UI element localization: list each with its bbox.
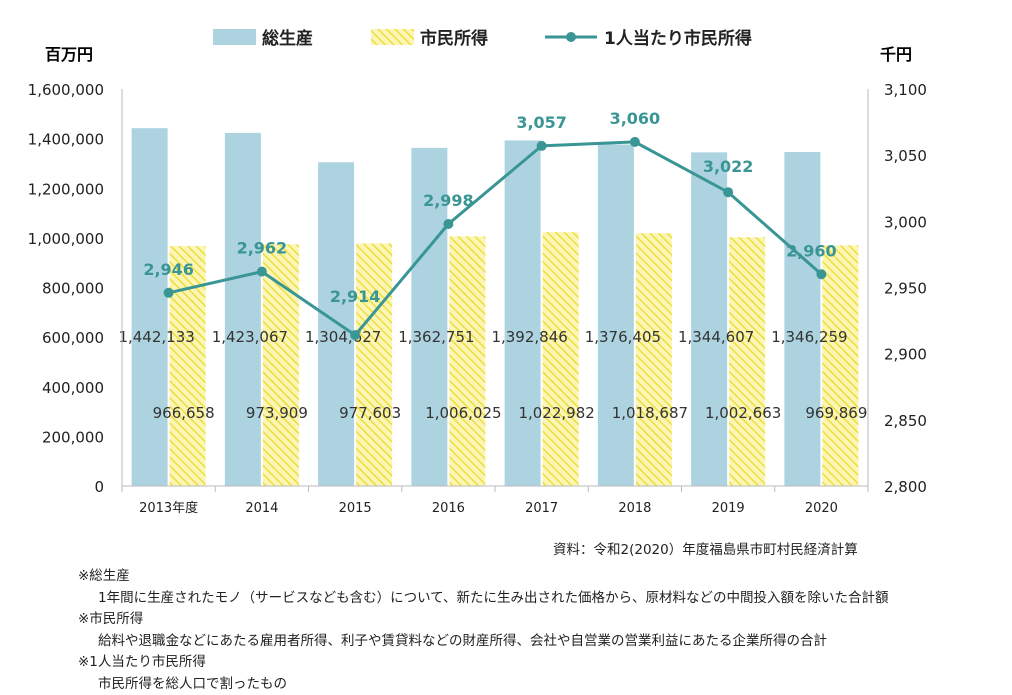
line-point bbox=[537, 141, 547, 151]
bar-citizen-income bbox=[263, 244, 299, 486]
notes: ※総生産 1年間に生産されたモノ（サービスなども含む）について、新たに生み出され… bbox=[78, 566, 889, 695]
bar-gross-production bbox=[691, 152, 727, 486]
note-heading: ※市民所得 bbox=[78, 609, 889, 631]
y-tick-label-right: 2,850 bbox=[884, 412, 927, 430]
line-point bbox=[630, 137, 640, 147]
data-label-citizen-income: 973,909 bbox=[246, 404, 308, 422]
x-tick-label: 2015 bbox=[339, 501, 372, 516]
data-label-gross-production: 1,344,607 bbox=[678, 328, 754, 346]
legend-label-gross-production: 総生産 bbox=[262, 28, 313, 49]
bar-gross-production bbox=[505, 140, 541, 486]
data-label-citizen-income: 1,018,687 bbox=[612, 404, 688, 422]
y-tick-label-left: 1,000,000 bbox=[28, 230, 104, 248]
y-tick-label-right: 3,100 bbox=[884, 81, 927, 99]
line-point bbox=[816, 269, 826, 279]
data-label-per-capita-income: 3,022 bbox=[703, 157, 754, 176]
note-text: 1年間に生産されたモノ（サービスなども含む）について、新たに生み出された価格から… bbox=[78, 588, 889, 610]
data-label-citizen-income: 1,006,025 bbox=[425, 404, 501, 422]
data-label-citizen-income: 966,658 bbox=[153, 404, 215, 422]
data-label-citizen-income: 1,002,663 bbox=[705, 404, 781, 422]
data-label-per-capita-income: 3,057 bbox=[516, 113, 567, 132]
y-tick-label-right: 2,900 bbox=[884, 346, 927, 364]
x-tick-label: 2020 bbox=[805, 501, 838, 516]
legend: 総生産 市民所得 1人当たり市民所得 bbox=[213, 28, 752, 49]
x-axis-categories: 2013年度 2014 2015 2016 2017 2018 2019 2020 bbox=[139, 500, 838, 516]
y-axis-left-ticks: 0 200,000 400,000 600,000 800,000 1,000,000 1,… bbox=[28, 81, 104, 496]
line-point bbox=[257, 267, 267, 277]
note-text: 給料や退職金などにあたる雇用者所得、利子や賃貸料などの財産所得、会社や自営業の営… bbox=[78, 631, 889, 653]
bar-gross-production bbox=[784, 152, 820, 486]
legend-swatch-marker bbox=[566, 32, 576, 42]
y-tick-label-left: 0 bbox=[94, 478, 104, 496]
note-heading: ※総生産 bbox=[78, 566, 889, 588]
data-label-per-capita-income: 2,962 bbox=[237, 239, 288, 258]
y-tick-label-right: 3,000 bbox=[884, 213, 927, 231]
bar-citizen-income bbox=[729, 237, 765, 486]
x-tick-label: 2016 bbox=[432, 501, 465, 516]
bar-gross-production bbox=[225, 133, 261, 486]
y-axis-right-ticks: 2,800 2,850 2,900 2,950 3,000 3,050 3,100 bbox=[884, 81, 927, 496]
legend-label-citizen-income: 市民所得 bbox=[420, 28, 488, 49]
y-tick-label-left: 200,000 bbox=[42, 428, 104, 446]
bar-gross-production bbox=[132, 128, 168, 486]
data-label-per-capita-income: 2,998 bbox=[423, 191, 474, 210]
y-tick-label-right: 2,950 bbox=[884, 280, 927, 298]
data-label-per-capita-income: 2,914 bbox=[330, 287, 381, 306]
data-label-gross-production: 1,346,259 bbox=[771, 328, 847, 346]
data-label-citizen-income: 1,022,982 bbox=[518, 404, 594, 422]
y-tick-label-left: 600,000 bbox=[42, 329, 104, 347]
x-tick-label: 2014 bbox=[245, 501, 278, 516]
source-note: 資料：令和2(2020）年度福島県市町村民経済計算 bbox=[553, 538, 858, 558]
y-axis-right-label: 千円 bbox=[880, 45, 912, 64]
data-label-per-capita-income: 3,060 bbox=[610, 109, 661, 128]
x-tick-label: 2013年度 bbox=[139, 500, 198, 516]
data-label-citizen-income: 969,869 bbox=[805, 404, 867, 422]
x-tick-label: 2017 bbox=[525, 501, 558, 516]
data-label-gross-production: 1,392,846 bbox=[491, 328, 567, 346]
legend-swatch-citizen-income bbox=[371, 29, 414, 45]
y-tick-label-right: 2,800 bbox=[884, 478, 927, 496]
y-tick-label-left: 800,000 bbox=[42, 280, 104, 298]
data-label-gross-production: 1,362,751 bbox=[398, 328, 474, 346]
y-tick-label-left: 1,400,000 bbox=[28, 131, 104, 149]
bar-citizen-income bbox=[449, 236, 485, 486]
legend-label-per-capita-income: 1人当たり市民所得 bbox=[604, 28, 752, 49]
bar-gross-production bbox=[598, 144, 634, 486]
bar-citizen-income bbox=[356, 243, 392, 486]
line-point bbox=[443, 219, 453, 229]
y-tick-label-left: 1,200,000 bbox=[28, 180, 104, 198]
bar-citizen-income bbox=[636, 233, 672, 486]
bars: 1,442,133 966,658 1,423,067 973,909 1,304,62… bbox=[118, 128, 867, 486]
line-point bbox=[350, 330, 360, 340]
data-label-per-capita-income: 2,946 bbox=[143, 260, 194, 279]
bar-citizen-income bbox=[170, 246, 206, 486]
data-label-per-capita-income: 2,960 bbox=[786, 241, 837, 260]
note-heading: ※1人当たり市民所得 bbox=[78, 652, 889, 674]
x-tick-label: 2018 bbox=[618, 501, 651, 516]
note-text: 市民所得を総人口で割ったもの bbox=[78, 674, 889, 695]
y-tick-label-right: 3,050 bbox=[884, 147, 927, 165]
legend-swatch-gross-production bbox=[213, 29, 256, 45]
x-tick-label: 2019 bbox=[712, 501, 745, 516]
y-tick-label-left: 1,600,000 bbox=[28, 81, 104, 99]
line-point bbox=[164, 288, 174, 298]
bar-citizen-income bbox=[543, 232, 579, 486]
y-axis-left-label: 百万円 bbox=[45, 45, 93, 64]
data-label-gross-production: 1,304,627 bbox=[305, 328, 381, 346]
data-label-gross-production: 1,423,067 bbox=[212, 328, 288, 346]
line-point bbox=[723, 187, 733, 197]
y-tick-label-left: 400,000 bbox=[42, 379, 104, 397]
data-label-gross-production: 1,376,405 bbox=[585, 328, 661, 346]
bar-gross-production bbox=[318, 162, 354, 486]
bar-citizen-income bbox=[822, 245, 858, 486]
data-label-citizen-income: 977,603 bbox=[339, 404, 401, 422]
data-label-gross-production: 1,442,133 bbox=[118, 328, 194, 346]
